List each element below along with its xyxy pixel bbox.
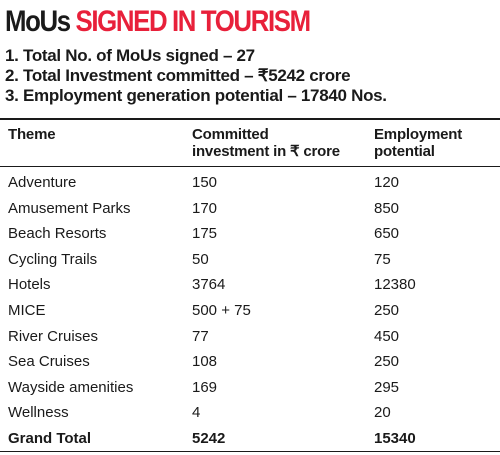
- cell-theme: River Cruises: [8, 327, 99, 345]
- cell-employment: 120: [374, 174, 400, 191]
- header-rule: [0, 166, 500, 167]
- cell-theme: Adventure: [8, 174, 77, 191]
- table-row: Sea Cruises 108 250: [0, 349, 500, 375]
- cell-theme: Beach Resorts: [8, 225, 107, 243]
- cell-employment: 295: [374, 378, 400, 396]
- table-row: Wellness 4 20: [0, 400, 500, 426]
- cell-investment: 170: [192, 199, 218, 217]
- table-row: Beach Resorts 175 650: [0, 221, 500, 247]
- table-row: MICE 500 + 75 250: [0, 298, 500, 324]
- cell-employment: 20: [374, 404, 391, 422]
- header-employment: Employment potential: [374, 126, 494, 160]
- cell-investment: 169: [192, 378, 218, 396]
- cell-employment: 450: [374, 327, 400, 345]
- header-theme: Theme: [8, 126, 56, 143]
- cell-employment: 650: [374, 225, 400, 243]
- cell-investment: 4: [192, 404, 201, 422]
- title-prefix: MoUs: [5, 5, 71, 38]
- cell-employment: 12380: [374, 276, 416, 294]
- cell-investment: 3764: [192, 276, 226, 294]
- grand-total-row: Grand Total 5242 15340: [0, 426, 500, 451]
- total-investment: 5242: [192, 430, 226, 447]
- cell-employment: 250: [374, 301, 400, 319]
- cell-theme: Wayside amenities: [8, 378, 134, 396]
- fact-total-mous: 1. Total No. of MoUs signed – 27: [5, 46, 255, 65]
- cell-investment: 50: [192, 250, 209, 268]
- cell-theme: MICE: [8, 301, 46, 319]
- table-body: Adventure 150 120 Amusement Parks 170 85…: [0, 170, 500, 426]
- total-employment: 15340: [374, 430, 416, 447]
- table-row: Amusement Parks 170 850: [0, 196, 500, 222]
- header-investment-line2: investment in ₹ crore: [192, 143, 340, 160]
- title-highlight: SIGNED IN TOURISM: [75, 5, 312, 38]
- cell-investment: 77: [192, 327, 209, 345]
- header-investment: Committed investment in ₹ crore: [192, 126, 362, 160]
- total-label: Grand Total: [8, 430, 92, 447]
- table-top-rule: [0, 118, 500, 120]
- table-row: Adventure 150 120: [0, 170, 500, 196]
- cell-investment: 108: [192, 353, 218, 371]
- cell-employment: 75: [374, 250, 391, 268]
- cell-investment: 150: [192, 174, 218, 191]
- header-employment-line1: Employment: [374, 126, 463, 143]
- cell-theme: Amusement Parks: [8, 199, 131, 217]
- table-row: Wayside amenities 169 295: [0, 375, 500, 401]
- header-employment-line2: potential: [374, 143, 435, 160]
- cell-theme: Cycling Trails: [8, 250, 98, 268]
- cell-investment: 175: [192, 225, 218, 243]
- cell-theme: Hotels: [8, 276, 51, 294]
- cell-employment: 250: [374, 353, 400, 371]
- page-title: MoUs SIGNED IN TOURISM: [5, 2, 312, 42]
- cell-theme: Wellness: [8, 404, 69, 422]
- table-row: Cycling Trails 50 75: [0, 247, 500, 273]
- cell-theme: Sea Cruises: [8, 353, 90, 371]
- summary-facts: 1. Total No. of MoUs signed – 27 2. Tota…: [5, 46, 495, 106]
- table-bottom-rule: [0, 451, 500, 452]
- header-investment-line1: Committed: [192, 126, 269, 143]
- cell-investment: 500 + 75: [192, 301, 251, 319]
- fact-total-investment: 2. Total Investment committed – ₹5242 cr…: [5, 66, 351, 85]
- table-row: Hotels 3764 12380: [0, 272, 500, 298]
- table-row: River Cruises 77 450: [0, 324, 500, 350]
- fact-employment-potential: 3. Employment generation potential – 178…: [5, 86, 387, 105]
- cell-employment: 850: [374, 199, 400, 217]
